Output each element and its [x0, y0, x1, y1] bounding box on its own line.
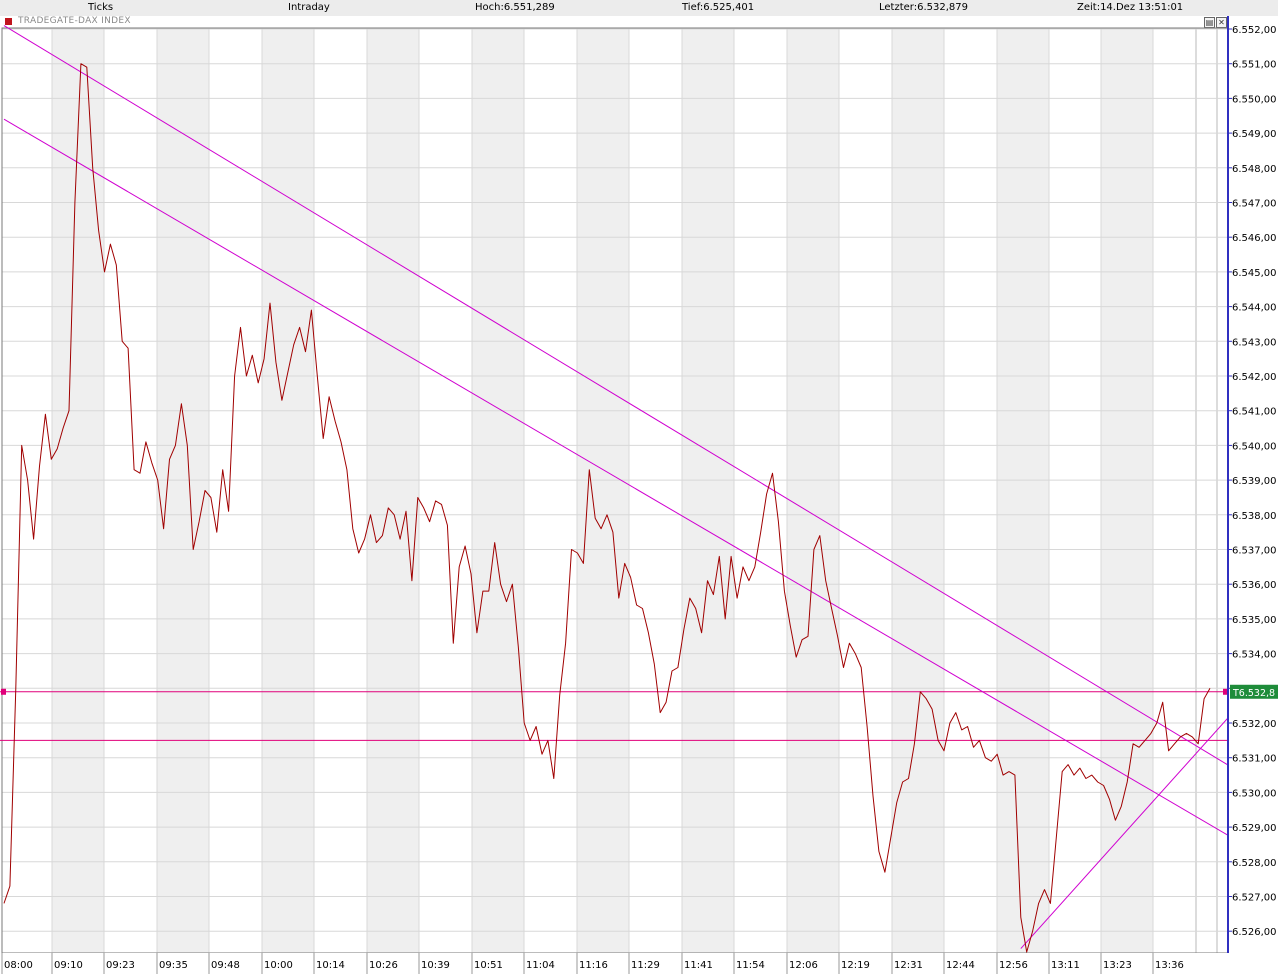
- series-color-marker: [5, 18, 12, 25]
- level-handle-left: [1, 688, 6, 695]
- y-tick-label: 6.551,00: [1232, 60, 1277, 71]
- period-label[interactable]: Intraday: [288, 2, 330, 13]
- y-tick-label: 6.544,00: [1232, 303, 1277, 314]
- time-band: [577, 29, 629, 953]
- x-tick-label: 12:31: [894, 960, 923, 971]
- price-series: [3, 63, 1211, 953]
- price-label-box: [1230, 684, 1278, 699]
- y-tick-label: 6.530,00: [1232, 788, 1277, 799]
- time-band: [892, 29, 944, 953]
- x-tick-label: 13:11: [1051, 960, 1080, 971]
- y-tick-label: 6.526,00: [1232, 927, 1277, 938]
- x-tick-label: 10:14: [316, 960, 345, 971]
- x-tick-label: 12:44: [946, 960, 975, 971]
- x-tick-label: 12:06: [789, 960, 818, 971]
- y-tick-label: 6.537,00: [1232, 546, 1277, 557]
- y-tick-label: 6.532,00: [1232, 719, 1277, 730]
- x-tick-label: 10:00: [264, 960, 293, 971]
- y-tick-label: 6.528,00: [1232, 858, 1277, 869]
- time-band: [787, 29, 839, 953]
- y-tick-label: 6.535,00: [1232, 615, 1277, 626]
- trend-line: [3, 118, 1274, 863]
- horizontal-lines: [0, 688, 1228, 741]
- time-band: [682, 29, 734, 953]
- y-tick-label: 6.545,00: [1232, 268, 1277, 279]
- price-label: T6.532,8: [1232, 688, 1275, 699]
- y-tick-label: 6.549,00: [1232, 129, 1277, 140]
- y-tick-label: 6.529,00: [1232, 823, 1277, 834]
- y-tick-label: 6.539,00: [1232, 476, 1277, 487]
- mode-label[interactable]: Ticks: [88, 2, 114, 13]
- low-value: Tief:6.525,401: [682, 2, 755, 13]
- y-tick-label: 6.548,00: [1232, 164, 1277, 175]
- x-tick-label: 12:56: [999, 960, 1028, 971]
- y-tick-label: 6.538,00: [1232, 511, 1277, 522]
- time-band: [367, 29, 419, 953]
- y-tick-label: 6.534,00: [1232, 650, 1277, 661]
- y-tick-label: 6.527,00: [1232, 893, 1277, 904]
- time-band: [997, 29, 1049, 953]
- x-tick-label: 09:23: [106, 960, 135, 971]
- y-tick-label: 6.547,00: [1232, 199, 1277, 210]
- x-tick-label: 11:41: [684, 960, 713, 971]
- x-tick-label: 08:00: [4, 960, 33, 971]
- y-tick-label: 6.536,00: [1232, 580, 1277, 591]
- x-tick-label: 11:29: [631, 960, 660, 971]
- y-tick-label: 6.546,00: [1232, 233, 1277, 244]
- x-tick-label: 11:54: [736, 960, 765, 971]
- x-tick-label: 10:26: [369, 960, 398, 971]
- price-line: [3, 63, 1211, 953]
- y-axis-background: [1229, 16, 1278, 974]
- y-tick-label: 6.531,00: [1232, 754, 1277, 765]
- x-tick-label: 09:48: [211, 960, 240, 971]
- level-handle-right: [1223, 688, 1228, 695]
- trend-line: [3, 25, 1274, 793]
- y-axis: 6.552,00 6.551,00 6.550,00 6.549,00 6.548,00…: [1227, 16, 1278, 974]
- x-tick-label: 11:16: [579, 960, 608, 971]
- x-axis: 08:00 09:10 09:23 09:35 09:48 10:00 10:14 10:26…: [0, 953, 1230, 974]
- price-label-group: T6.532,8: [1230, 684, 1278, 699]
- time-band: [262, 29, 314, 953]
- chart-title: TRADEGATE-DAX INDEX: [18, 16, 131, 26]
- y-tick-label: 6.552,00: [1232, 25, 1277, 36]
- time-band: [472, 29, 524, 953]
- x-tick-label: 10:39: [421, 960, 450, 971]
- x-tick-label: 13:36: [1155, 960, 1184, 971]
- x-tick-label: 09:35: [159, 960, 188, 971]
- y-tick-label: 6.541,00: [1232, 407, 1277, 418]
- y-tick-label: 6.540,00: [1232, 441, 1277, 452]
- y-tick-label: 6.542,00: [1232, 372, 1277, 383]
- y-tick-label: 6.543,00: [1232, 337, 1277, 348]
- x-axis-background: [0, 953, 1230, 974]
- x-tick-label: 10:51: [474, 960, 503, 971]
- high-value: Hoch:6.551,289: [475, 2, 555, 13]
- time-band: [157, 29, 209, 953]
- x-tick-label: 12:19: [841, 960, 870, 971]
- x-tick-label: 09:10: [54, 960, 83, 971]
- time-value: Zeit:14.Dez 13:51:01: [1077, 2, 1184, 13]
- chart-subbar: TRADEGATE-DAX INDEX ▤ ✕: [0, 16, 1230, 28]
- time-bands: [52, 29, 1153, 953]
- y-tick-label: 6.550,00: [1232, 94, 1277, 105]
- time-band: [52, 29, 104, 953]
- x-tick-label: 11:04: [526, 960, 555, 971]
- x-tick-label: 13:23: [1103, 960, 1132, 971]
- last-value: Letzter:6.532,879: [879, 2, 968, 13]
